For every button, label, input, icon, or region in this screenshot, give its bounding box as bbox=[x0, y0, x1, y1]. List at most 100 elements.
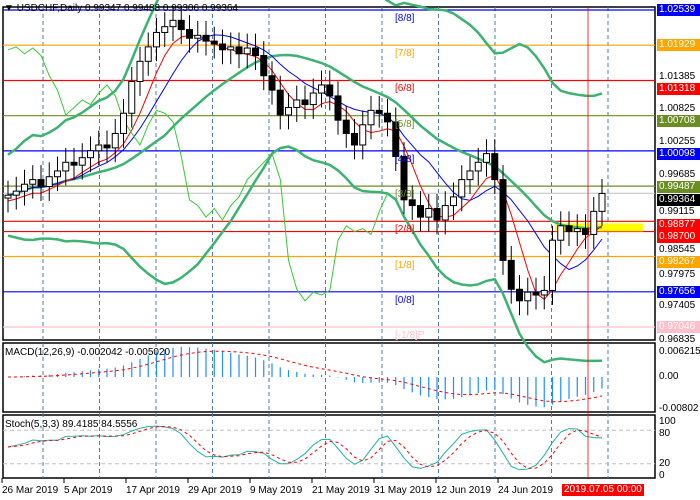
candle-body bbox=[103, 144, 111, 149]
candle-body bbox=[161, 26, 169, 33]
candle-body bbox=[128, 81, 136, 114]
candle-body bbox=[590, 210, 598, 235]
price-label: 0.98877 bbox=[657, 218, 700, 231]
price-label: 0.98700 bbox=[657, 231, 700, 244]
stoch-axis-tick: 20 bbox=[659, 457, 671, 469]
candle-body bbox=[318, 84, 325, 94]
date-axis-label: 29 Apr 2019 bbox=[188, 485, 242, 496]
candle-body bbox=[309, 92, 317, 106]
price-axis-tick: 1.00825 bbox=[659, 102, 696, 114]
candle-body bbox=[202, 34, 210, 42]
macd-axis-tick: 0.00 bbox=[659, 371, 679, 382]
candle-body bbox=[29, 179, 37, 185]
candle-body bbox=[598, 192, 606, 212]
candle-body bbox=[12, 190, 20, 196]
candle-body bbox=[293, 99, 301, 108]
price-label: 0.97046 bbox=[657, 321, 700, 333]
murrey-level-label: [2/8] bbox=[395, 224, 415, 236]
macd-axis-tick: 0.006215 bbox=[659, 346, 700, 357]
candle-body bbox=[37, 179, 45, 188]
price-label: 1.00708 bbox=[657, 115, 700, 128]
price-axis-tick: 0.97405 bbox=[659, 300, 696, 312]
candle-body bbox=[177, 19, 185, 31]
ma-blue-line bbox=[7, 34, 603, 271]
main-panel-frame bbox=[2, 6, 656, 341]
candle-body bbox=[45, 176, 53, 188]
murrey-level-label: [7/8] bbox=[395, 48, 415, 60]
date-axis-label: 9 May 2019 bbox=[250, 485, 303, 496]
candle-body bbox=[219, 43, 226, 51]
date-axis-label: 21 May 2019 bbox=[312, 485, 370, 496]
candle-body bbox=[483, 153, 490, 163]
high-value: 0.99488 bbox=[123, 3, 161, 14]
candle-body bbox=[540, 289, 548, 296]
candle-body bbox=[582, 228, 589, 235]
candle-body bbox=[450, 196, 457, 207]
price-label: 0.97656 bbox=[657, 285, 700, 298]
candle-body bbox=[334, 95, 342, 121]
candle-body bbox=[70, 161, 78, 166]
candle-body bbox=[425, 207, 433, 218]
price-label: 1.00098 bbox=[657, 148, 700, 161]
date-axis-label: 24 Jun 2019 bbox=[498, 485, 554, 496]
candle-body bbox=[136, 60, 144, 83]
candle-body bbox=[491, 153, 499, 181]
price-label: 0.98267 bbox=[657, 256, 700, 269]
candle-body bbox=[400, 156, 408, 201]
candle-body bbox=[4, 194, 12, 199]
price-axis-tick: 1.01385 bbox=[659, 70, 696, 82]
candle-body bbox=[565, 225, 573, 233]
murrey-level-label: [3/8] bbox=[395, 189, 415, 201]
murrey-level-label: [-1/8]P bbox=[395, 330, 425, 341]
candle-body bbox=[532, 291, 540, 296]
candle-body bbox=[120, 112, 127, 134]
candle-body bbox=[433, 207, 441, 221]
candle-body bbox=[194, 34, 202, 39]
candle-body bbox=[408, 199, 416, 207]
price-axis-tick: 1.00255 bbox=[659, 135, 696, 147]
candle-body bbox=[260, 55, 268, 77]
candle-body bbox=[507, 259, 515, 290]
candle-body bbox=[549, 239, 556, 291]
candle-body bbox=[186, 29, 193, 39]
candle-body bbox=[87, 150, 94, 159]
price-label: 1.02539 bbox=[657, 4, 700, 16]
candle-body bbox=[169, 19, 177, 28]
candle-body bbox=[359, 124, 367, 146]
macd-panel-frame bbox=[2, 342, 656, 413]
dropdown-triangle-icon[interactable]: ▼ bbox=[4, 3, 14, 14]
candle-body bbox=[326, 84, 334, 97]
candle-body bbox=[301, 99, 309, 106]
candle-body bbox=[276, 89, 284, 116]
chart-header: ▼ USDCHF,Daily 0.99347 0.99488 0.99306 0… bbox=[4, 3, 238, 15]
candle-body bbox=[153, 31, 160, 48]
candle-body bbox=[367, 109, 375, 126]
candle-body bbox=[111, 132, 119, 149]
murrey-level-label: [0/8] bbox=[395, 294, 415, 306]
candle-body bbox=[144, 46, 152, 62]
stoch-label: Stoch(5,3,3) 89.4185 84.5556 bbox=[5, 419, 138, 430]
price-axis-tick: 0.99685 bbox=[659, 168, 696, 180]
macd-signal-line bbox=[8, 350, 603, 403]
murrey-level-label: [1/8] bbox=[395, 259, 415, 271]
current-price-label: 0.99364 bbox=[657, 193, 700, 206]
candle-body bbox=[78, 157, 86, 166]
candle-body bbox=[235, 46, 243, 55]
candle-body bbox=[524, 291, 532, 302]
candle-body bbox=[392, 121, 400, 158]
candle-body bbox=[62, 161, 70, 172]
date-axis-label: 5 Apr 2019 bbox=[64, 485, 113, 496]
stoch-signal-line bbox=[7, 425, 603, 469]
candle-body bbox=[95, 144, 103, 152]
candle-body bbox=[21, 183, 28, 192]
candle-body bbox=[351, 132, 358, 146]
stoch-axis-tick: 100 bbox=[659, 415, 676, 427]
candle-body bbox=[441, 205, 449, 221]
price-axis-tick: 0.97975 bbox=[659, 268, 696, 280]
candle-body bbox=[268, 75, 276, 91]
candle-body bbox=[375, 109, 383, 114]
price-axis-tick: 0.98545 bbox=[659, 243, 696, 255]
low-value: 0.99306 bbox=[162, 3, 200, 14]
candle-body bbox=[285, 106, 292, 116]
